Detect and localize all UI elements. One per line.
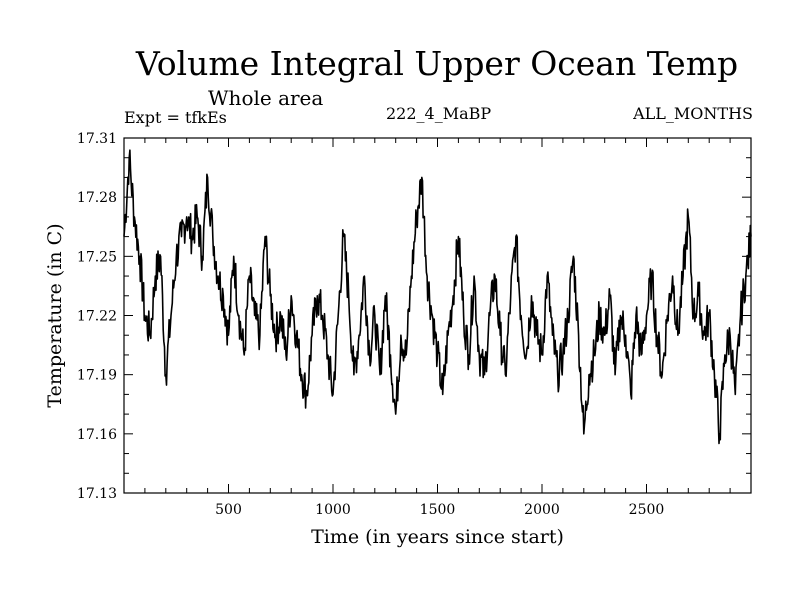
x-tick-label: 1000 <box>315 502 351 518</box>
run-id-label: 222_4_MaBP <box>386 104 492 123</box>
y-tick-label: 17.28 <box>77 190 117 206</box>
x-tick-label: 500 <box>215 502 242 518</box>
x-tick-label: 2500 <box>629 502 665 518</box>
y-tick-label: 17.25 <box>77 249 117 265</box>
chart-subtitle: Whole area <box>208 86 324 110</box>
y-tick-label: 17.22 <box>77 309 117 325</box>
months-label: ALL_MONTHS <box>633 104 753 123</box>
y-tick-label: 17.31 <box>77 131 117 147</box>
y-tick-label: 17.16 <box>77 427 117 443</box>
experiment-label: Expt = tfkEs <box>124 108 227 127</box>
x-axis-label: Time (in years since start) <box>311 526 564 548</box>
x-tick-label: 1500 <box>420 502 456 518</box>
x-tick-label: 2000 <box>524 502 560 518</box>
plot-frame <box>123 137 752 494</box>
y-axis-label: Temperature (in C) <box>44 223 66 407</box>
y-tick-label: 17.13 <box>77 486 117 502</box>
chart-title: Volume Integral Upper Ocean Temp <box>135 44 739 83</box>
y-tick-label: 17.19 <box>77 368 117 384</box>
series-line <box>123 149 752 445</box>
